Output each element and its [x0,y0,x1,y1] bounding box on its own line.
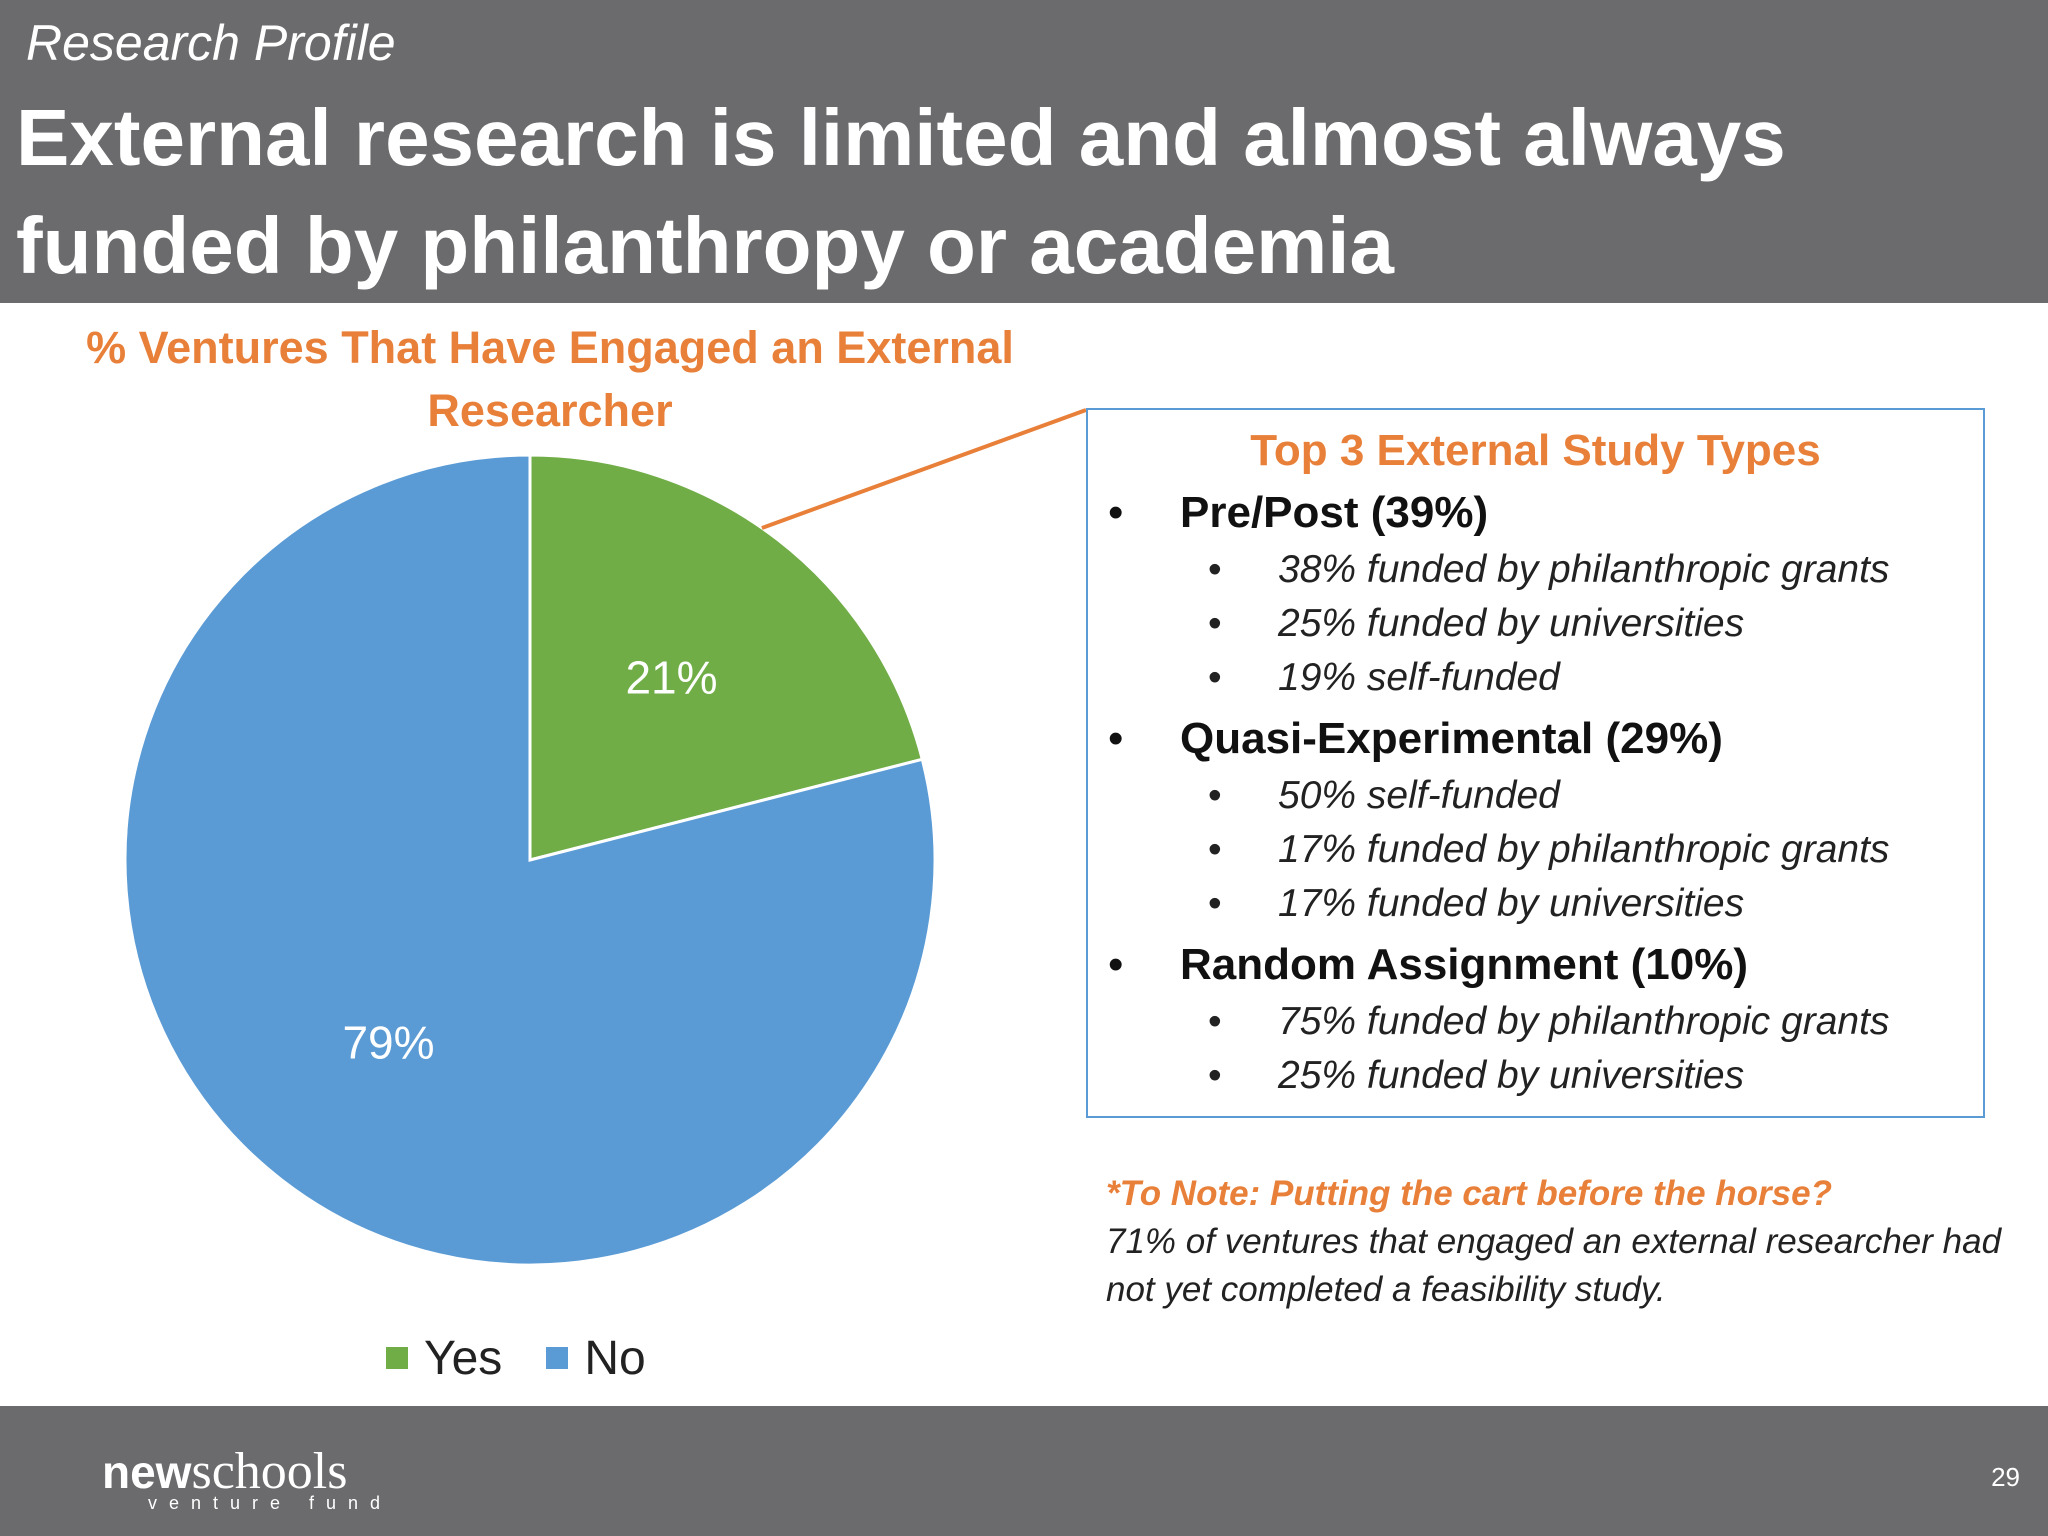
pie-chart: 21% 79% [123,408,1087,1267]
funding-item: • 25% funded by universities [1208,1054,1744,1098]
slide-title: External research is limited and almost … [16,93,1786,290]
slide-header: Research Profile External research is li… [0,0,2048,303]
pie-data-label-no: 79% [342,1016,434,1068]
study-type-label: Random Assignment (10%) [1180,940,1749,989]
funding-text: 19% self-funded [1278,656,1560,699]
pie-slice-no [123,453,937,1267]
funding-item: • 75% funded by philanthropic grants [1208,1000,1889,1044]
bullet-icon: • [1108,714,1124,763]
slide-footer: newschools venture fund 29 [0,1406,2048,1536]
chart-title: % Ventures That Have Engaged an External… [86,322,1014,436]
logo-text-schools: schools [191,1443,348,1500]
study-type-label: Pre/Post (39%) [1180,488,1489,537]
funding-item: • 25% funded by universities [1208,602,1744,646]
legend-label-yes: Yes [424,1331,503,1385]
logo-text-new: new [102,1446,192,1498]
bullet-icon: • [1208,774,1222,817]
section-label: Research Profile [26,15,396,71]
callout-leader-line [761,408,1087,530]
funding-text: 25% funded by universities [1278,1054,1745,1097]
chart-legend: Yes No [386,1328,690,1388]
legend-swatch-yes [386,1347,408,1369]
bullet-icon: • [1208,548,1222,591]
bullet-icon: • [1208,1054,1222,1097]
study-box-title: Top 3 External Study Types [1250,426,1821,475]
callout-note: *To Note: Putting the cart before the ho… [1106,1170,2006,1314]
bullet-icon: • [1208,828,1222,871]
bullet-icon: • [1108,940,1124,989]
note-body: 71% of ventures that engaged an external… [1106,1222,2002,1309]
funding-text: 17% funded by philanthropic grants [1278,828,1890,871]
funding-text: 25% funded by universities [1278,602,1745,645]
bullet-icon: • [1208,882,1222,925]
funding-item: • 50% self-funded [1208,774,1560,818]
funding-text: 17% funded by universities [1278,882,1745,925]
funding-item: • 19% self-funded [1208,656,1560,700]
bullet-icon: • [1208,656,1222,699]
legend-swatch-no [546,1347,569,1369]
funding-text: 38% funded by philanthropic grants [1278,548,1890,591]
funding-item: • 38% funded by philanthropic grants [1208,548,1889,592]
study-type-random-assignment: • Random Assignment (10%) [1108,940,1748,990]
study-type-label: Quasi-Experimental (29%) [1180,714,1723,763]
study-type-quasi-experimental: • Quasi-Experimental (29%) [1108,714,1723,764]
legend-item-no: No [546,1331,646,1386]
pie-slice-yes [528,453,925,862]
bullet-icon: • [1108,488,1124,537]
funding-item: • 17% funded by philanthropic grants [1208,828,1889,872]
legend-label-no: No [584,1331,646,1385]
page-number: 29 [1991,1462,2020,1492]
legend-item-yes: Yes [386,1331,502,1386]
funding-item: • 17% funded by universities [1208,882,1744,926]
funding-text: 75% funded by philanthropic grants [1278,1000,1890,1043]
newschools-logo: newschools venture fund [102,1442,392,1514]
logo-subtitle: venture fund [148,1493,393,1513]
bullet-icon: • [1208,1000,1222,1043]
funding-text: 50% self-funded [1278,774,1560,817]
bullet-icon: • [1208,602,1222,645]
study-types-box: Top 3 External Study Types • Pre/Post (39… [1086,408,1985,1118]
study-type-pre-post: • Pre/Post (39%) [1108,488,1488,538]
pie-data-label-yes: 21% [625,652,717,704]
note-title: *To Note: Putting the cart before the ho… [1106,1174,1832,1213]
